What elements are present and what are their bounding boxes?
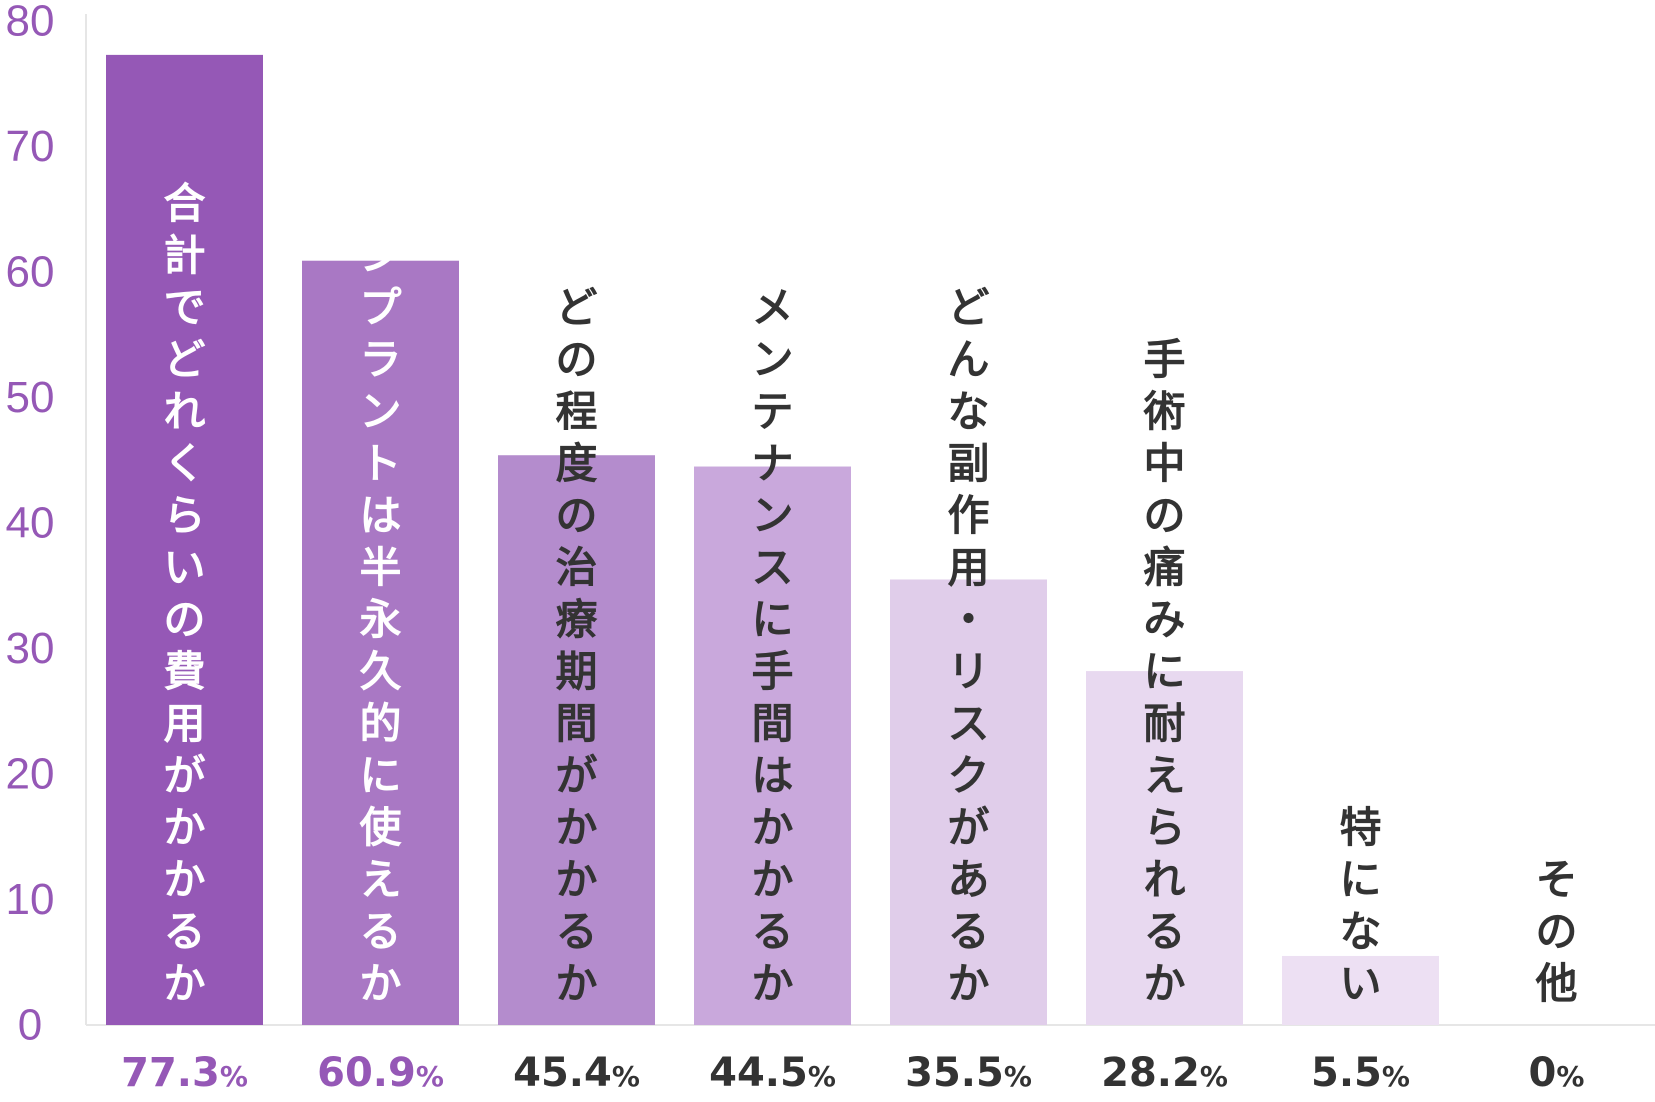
category-label: どの程度の治療期間がかかるか (555, 283, 597, 1008)
value-number: 35.5 (905, 1050, 1004, 1096)
category-label: 特にない (1339, 803, 1381, 1008)
value-unit: % (1004, 1060, 1032, 1093)
value-number: 60.9 (317, 1050, 416, 1096)
value-unit: % (612, 1060, 640, 1093)
y-tick-label: 80 (6, 0, 55, 46)
y-tick-label: 10 (6, 875, 55, 924)
value-labels: 77.3% 60.9% 45.4% 44.5% 35.5% 28.2% 5.5% 0% (121, 1050, 1584, 1096)
y-tick-label: 70 (6, 122, 55, 171)
value-label: 44.5% (709, 1050, 836, 1096)
category-label: インプラントは半永久的に使えるか (359, 179, 402, 1008)
value-label: 5.5% (1311, 1050, 1410, 1096)
value-unit: % (1556, 1060, 1584, 1093)
bar (302, 260, 459, 1026)
value-number: 28.2 (1101, 1050, 1200, 1096)
value-label: 60.9% (317, 1050, 444, 1096)
category-label: 合計でどれくらいの費用がかかるか (163, 179, 205, 1008)
value-label: 28.2% (1101, 1050, 1228, 1096)
value-label: 0% (1529, 1050, 1585, 1096)
value-unit: % (1200, 1060, 1228, 1093)
value-number: 45.4 (513, 1050, 612, 1096)
value-unit: % (416, 1060, 444, 1093)
y-tick-label: 50 (6, 373, 55, 422)
value-unit: % (1382, 1060, 1410, 1093)
category-label: メンテナンスに手間はかかるか (751, 283, 793, 1008)
value-unit: % (220, 1060, 248, 1093)
value-number: 0 (1529, 1050, 1557, 1096)
value-label: 77.3% (121, 1050, 248, 1096)
value-label: 45.4% (513, 1050, 640, 1096)
y-tick-label: 30 (6, 624, 55, 673)
y-tick-label: 60 (6, 248, 55, 297)
bar (694, 466, 851, 1025)
value-number: 44.5 (709, 1050, 808, 1096)
value-label: 35.5% (905, 1050, 1032, 1096)
bars (106, 54, 1439, 1026)
y-tick-label: 0 (18, 1001, 42, 1050)
bar (1282, 955, 1439, 1025)
y-tick-label: 40 (6, 499, 55, 548)
bar (890, 579, 1047, 1025)
category-label: その他 (1534, 855, 1577, 1008)
y-tick-labels: 0 10 20 30 40 50 60 70 80 (6, 0, 55, 1050)
bar (498, 455, 655, 1026)
category-label: 手術中の痛みに耐えられるか (1142, 335, 1185, 1008)
value-unit: % (808, 1060, 836, 1093)
category-label: どんな副作用・リスクがあるか (947, 283, 989, 1008)
bar (106, 54, 263, 1025)
y-tick-label: 20 (6, 750, 55, 799)
bar (1086, 671, 1243, 1025)
category-labels: 合計でどれくらいの費用がかかるか インプラントは半永久的に使えるか どの程度の治療期… (163, 179, 1577, 1008)
value-number: 77.3 (121, 1050, 220, 1096)
value-number: 5.5 (1311, 1050, 1382, 1096)
